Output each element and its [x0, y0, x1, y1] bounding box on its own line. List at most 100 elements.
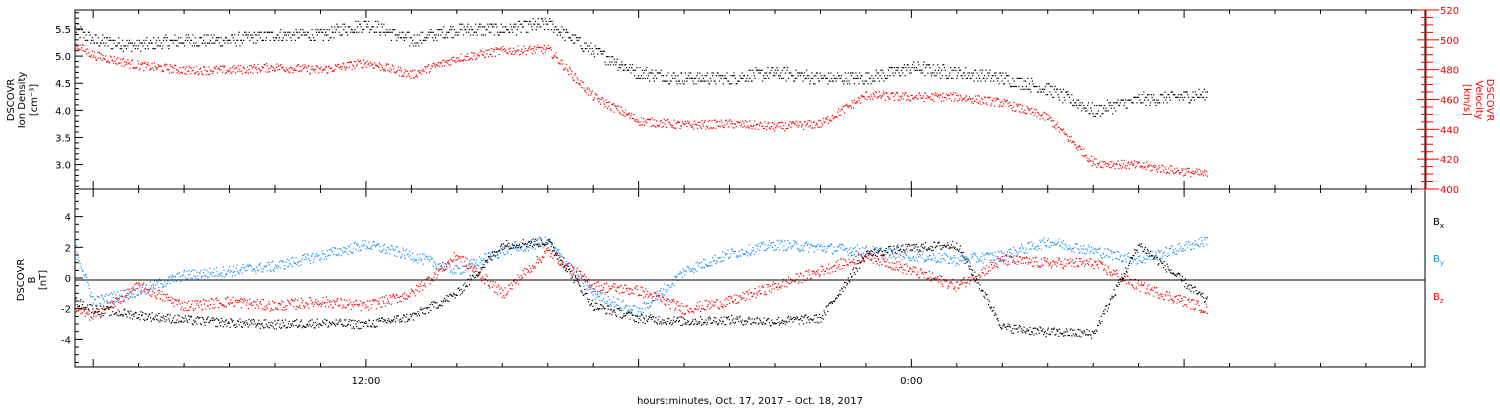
density-series-point: [1052, 96, 1054, 98]
by-series-point: [863, 255, 865, 257]
bz-series-point: [218, 302, 221, 304]
density-series-point: [1142, 102, 1144, 104]
density-series-point: [98, 45, 100, 47]
bz-series-point: [130, 291, 132, 293]
density-series-point: [1150, 94, 1152, 96]
density-series-point: [1080, 104, 1082, 107]
velocity-series-point: [250, 71, 252, 73]
density-series-point: [203, 39, 205, 41]
density-series-point: [741, 72, 743, 74]
by-series-point: [348, 246, 350, 248]
density-series-point: [634, 75, 636, 77]
velocity-series-point: [559, 63, 561, 65]
bz-series-point: [161, 291, 163, 293]
bz-series-point: [175, 299, 177, 302]
density-series-point: [513, 23, 515, 25]
velocity-series-point: [403, 75, 405, 77]
density-series-point: [715, 83, 717, 85]
velocity-series-point: [852, 102, 854, 104]
velocity-series-point: [829, 119, 831, 121]
density-series-point: [360, 26, 362, 28]
velocity-series-point: [1119, 165, 1121, 167]
velocity-series-point: [1092, 160, 1094, 162]
velocity-series-point: [481, 50, 483, 52]
velocity-series-point: [929, 96, 931, 98]
by-series-point: [538, 243, 540, 245]
density-series-point: [740, 77, 743, 79]
density-series-point: [175, 45, 177, 47]
density-series-point: [507, 29, 509, 31]
velocity-series-point: [799, 121, 801, 123]
by-series-point: [437, 267, 440, 269]
density-series-point: [1027, 77, 1029, 79]
velocity-series-point: [635, 118, 637, 120]
velocity-series-point: [1022, 111, 1024, 113]
by-series-point: [242, 264, 244, 266]
by-series-point: [572, 270, 574, 272]
bz-series-point: [206, 305, 208, 307]
density-series-point: [92, 39, 94, 41]
density-series-point: [80, 26, 82, 28]
velocity-series-point: [114, 60, 116, 62]
bz-series-point: [232, 296, 234, 298]
density-series-point: [973, 80, 975, 82]
velocity-series-point: [593, 99, 595, 101]
density-series-point: [726, 72, 728, 74]
by-series-point: [942, 258, 944, 260]
velocity-series-point: [320, 66, 322, 68]
density-series-point: [201, 42, 203, 44]
velocity-series-point: [454, 60, 456, 62]
velocity-series-point: [303, 67, 305, 69]
velocity-series-point: [359, 60, 361, 63]
velocity-series-point: [81, 44, 83, 46]
by-series-point: [316, 256, 318, 258]
density-series-point: [215, 37, 218, 39]
density-series-point: [199, 37, 201, 39]
velocity-series-point: [966, 99, 968, 101]
by-series-point: [244, 269, 246, 272]
density-series-point: [183, 42, 185, 44]
velocity-series-point: [1132, 164, 1134, 166]
density-series-point: [650, 72, 652, 74]
by-series-point: [1143, 258, 1146, 260]
by-series-point: [1093, 248, 1096, 250]
density-series-point: [737, 80, 740, 82]
velocity-series-point: [86, 53, 88, 55]
velocity-series-point: [561, 59, 563, 61]
density-series-point: [644, 77, 646, 79]
velocity-series-point: [216, 72, 218, 74]
velocity-series-point: [389, 67, 391, 69]
velocity-series-point: [126, 63, 128, 65]
density-series-point: [280, 29, 282, 31]
velocity-series-point: [770, 126, 772, 128]
density-series-point: [403, 39, 405, 41]
by-series-point: [143, 289, 145, 291]
velocity-series-point: [350, 61, 352, 64]
by-series-point: [174, 275, 176, 278]
velocity-series-point: [1149, 164, 1151, 166]
velocity-series-point: [1000, 105, 1002, 107]
density-series-point: [940, 77, 942, 79]
by-series-point: [722, 251, 724, 253]
by-series-point: [470, 259, 472, 261]
density-series-point: [469, 34, 471, 36]
velocity-series-point: [297, 64, 299, 66]
velocity-series-point: [717, 125, 719, 127]
density-series-point: [650, 72, 652, 74]
velocity-series-point: [242, 67, 244, 69]
velocity-series-point: [1193, 172, 1196, 174]
velocity-series-point: [647, 118, 649, 121]
by-series-point: [409, 255, 411, 257]
velocity-series-point: [754, 128, 756, 130]
by-series-point: [1190, 249, 1192, 251]
velocity-series-point: [221, 65, 223, 67]
by-series-point: [768, 240, 771, 242]
density-series-point: [449, 29, 451, 31]
bz-series-point: [241, 298, 243, 300]
velocity-series-point: [964, 96, 966, 98]
velocity-series-point: [1036, 116, 1038, 118]
density-series-point: [212, 37, 214, 39]
velocity-series-point: [497, 48, 499, 50]
density-series-point: [835, 80, 837, 82]
density-series-point: [1104, 110, 1106, 112]
